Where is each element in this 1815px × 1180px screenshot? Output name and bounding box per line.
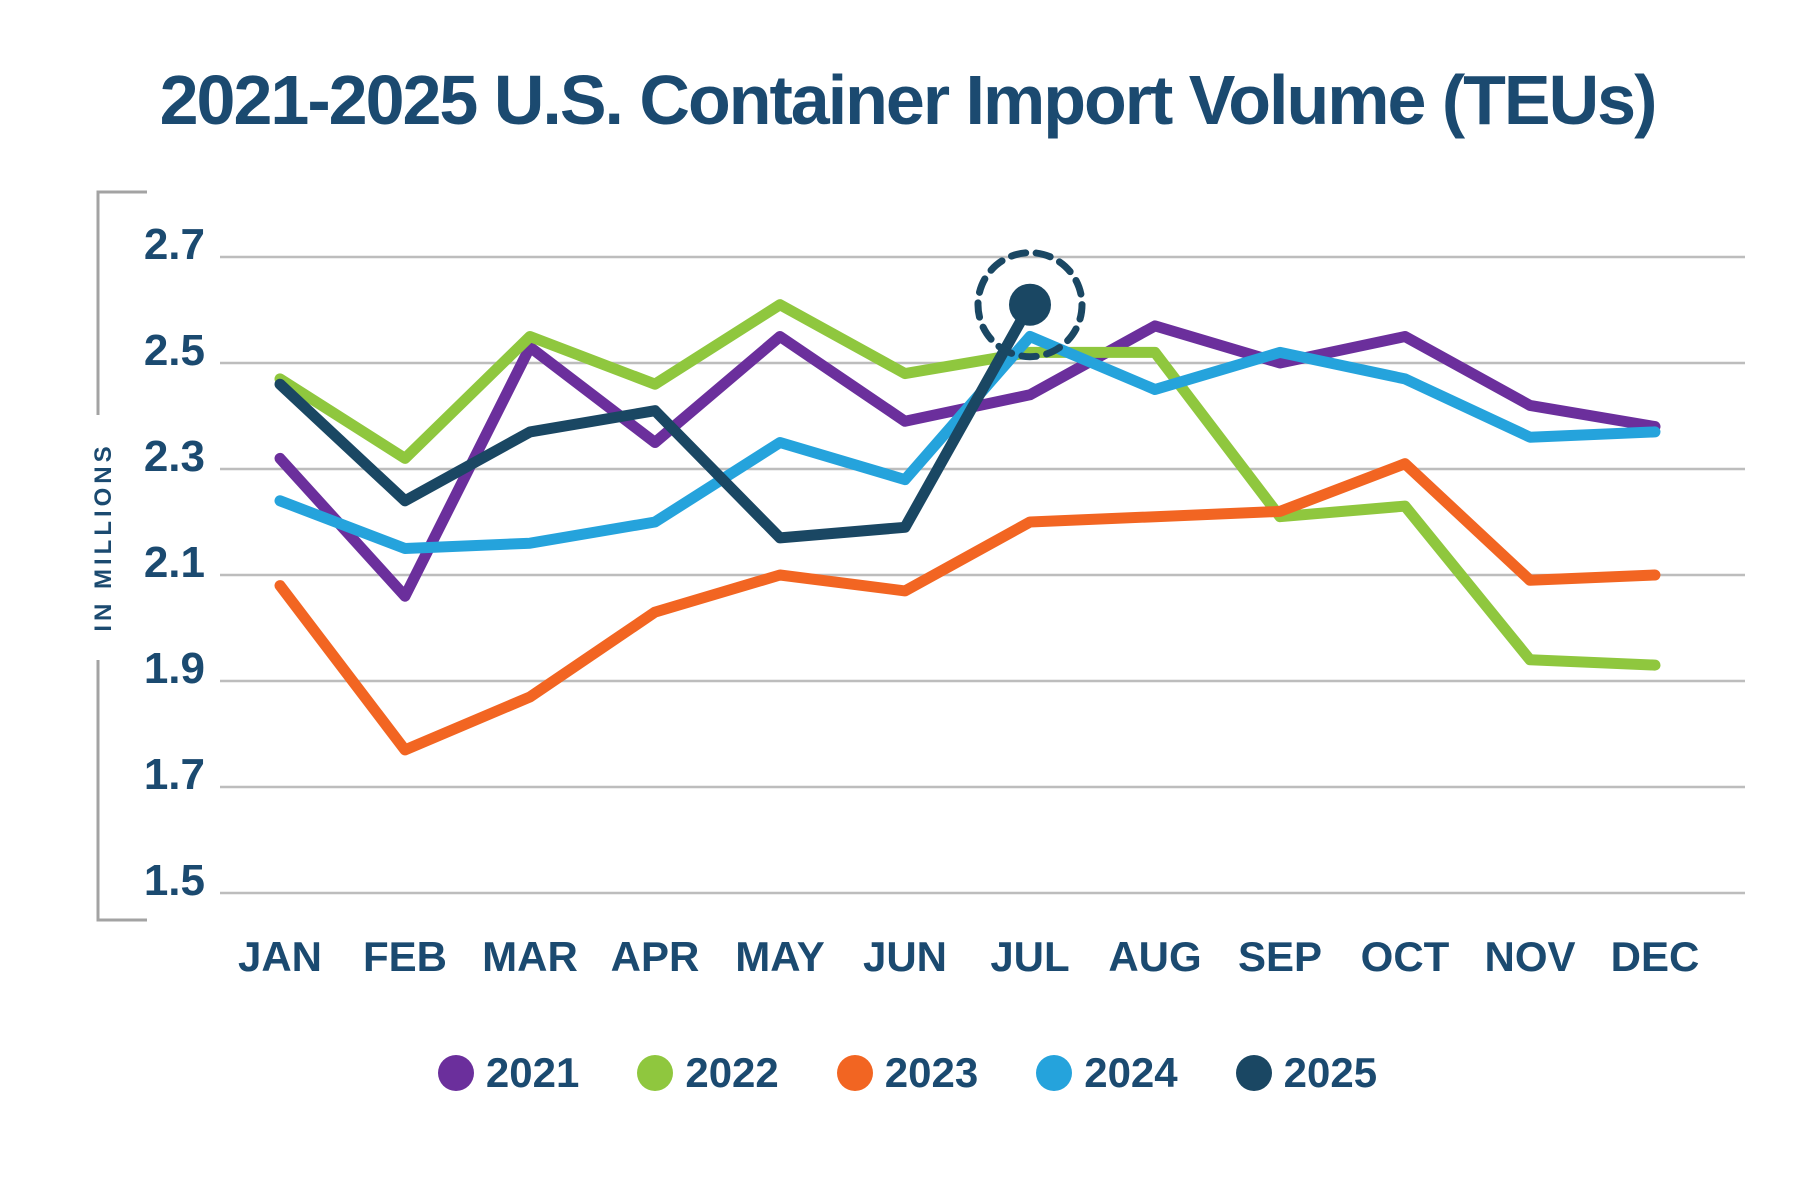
legend-item-2021: 2021 (437, 1049, 580, 1096)
chart-legend: 2021 2022 2023 2024 2025 (0, 1052, 1815, 1094)
legend-swatch-2024 (1036, 1055, 1073, 1091)
legend-swatch-2025 (1235, 1055, 1272, 1091)
legend-label-2023: 2023 (884, 1049, 979, 1096)
legend-swatch-2022 (637, 1055, 674, 1091)
x-tick-label-jun: JUN (862, 933, 948, 980)
legend-label-2021: 2021 (485, 1049, 580, 1096)
y-tick-label-1.7: 1.7 (143, 750, 205, 799)
x-tick-label-sep: SEP (1237, 933, 1323, 980)
legend-item-2022: 2022 (637, 1049, 779, 1096)
legend-swatch-2023 (836, 1055, 873, 1091)
y-tick-label-2.7: 2.7 (143, 220, 205, 269)
y-tick-label-2.5: 2.5 (143, 326, 205, 375)
legend-label-2022: 2022 (685, 1049, 779, 1096)
legend-label-2025: 2025 (1283, 1049, 1378, 1096)
y-tick-label-1.9: 1.9 (143, 644, 205, 693)
x-tick-label-nov: NOV (1484, 933, 1576, 980)
x-tick-label-apr: APR (610, 933, 700, 980)
series-line-2023 (274, 458, 1661, 756)
y-tick-label-1.5: 1.5 (143, 856, 205, 905)
series-line-2025 (274, 299, 1036, 544)
y-tick-label-2.3: 2.3 (143, 432, 205, 481)
legend-item-2024: 2024 (1036, 1049, 1178, 1096)
highlight-point (1009, 283, 1051, 326)
x-tick-label-jan: JAN (237, 933, 323, 980)
x-tick-label-oct: OCT (1360, 933, 1450, 980)
highlight-dashed-circle (974, 249, 1086, 361)
x-tick-label-mar: MAR (482, 933, 578, 980)
x-tick-label-feb: FEB (363, 933, 447, 980)
x-tick-label-dec: DEC (1610, 933, 1700, 980)
x-tick-label-may: MAY (735, 933, 825, 980)
x-tick-label-aug: AUG (1108, 933, 1202, 980)
legend-label-2024: 2024 (1084, 1049, 1178, 1096)
legend-swatch-2021 (437, 1055, 474, 1091)
series-line-2022 (274, 299, 1661, 671)
legend-item-2025: 2025 (1235, 1049, 1378, 1096)
legend-item-2023: 2023 (836, 1049, 979, 1096)
chart-title: 2021-2025 U.S. Container Import Volume (… (159, 61, 1658, 139)
y-tick-label-2.1: 2.1 (143, 538, 205, 587)
x-tick-label-jul: JUL (990, 933, 1070, 980)
y-axis-bracket (96, 190, 147, 922)
